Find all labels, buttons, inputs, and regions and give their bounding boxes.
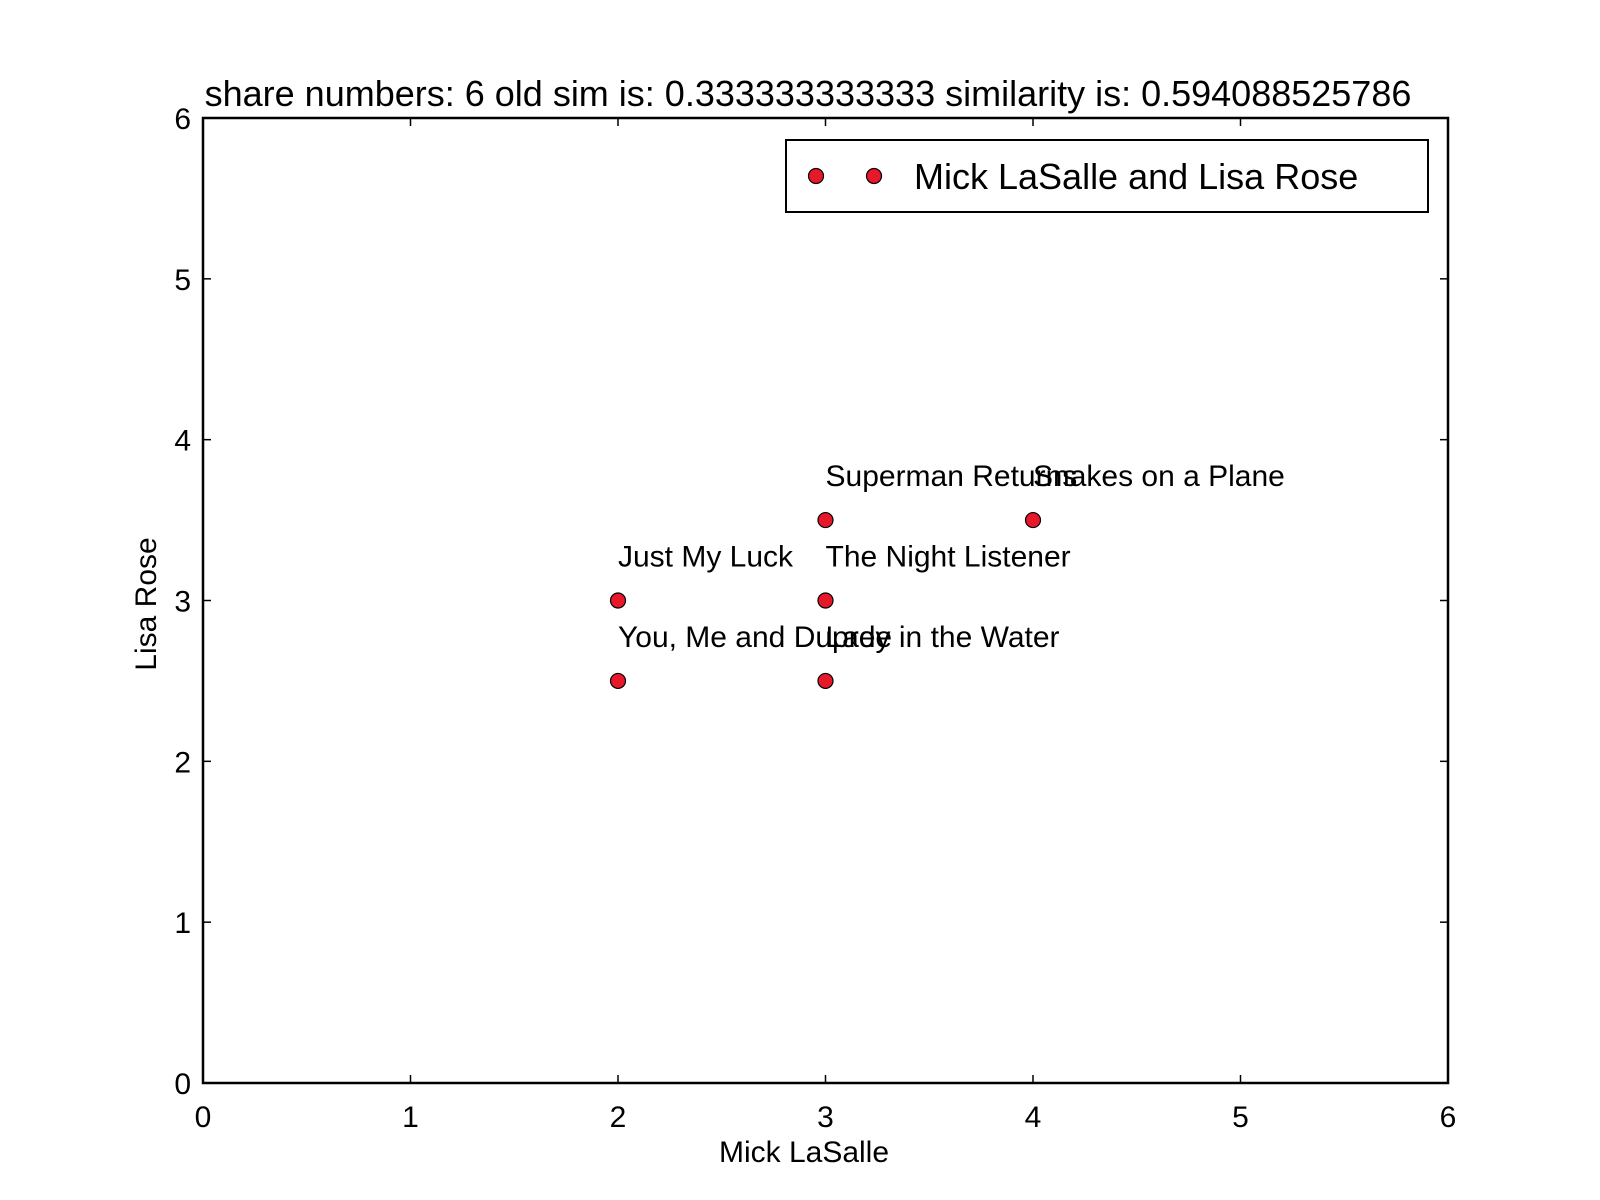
- point-label: Lady in the Water: [826, 621, 1060, 654]
- chart-title: share numbers: 6 old sim is: 0.333333333…: [205, 73, 1412, 114]
- y-tick-label: 5: [174, 264, 191, 297]
- point-label: Superman Returns: [826, 460, 1078, 493]
- data-point: [609, 592, 627, 609]
- y-tick-label: 3: [174, 586, 191, 619]
- data-point: [817, 592, 834, 609]
- x-tick-label: 2: [610, 1101, 627, 1134]
- legend-box: [785, 139, 1429, 213]
- point-label: Just My Luck: [618, 541, 794, 574]
- data-point: [609, 672, 627, 690]
- y-tick-label: 4: [174, 425, 191, 458]
- x-tick-label: 1: [402, 1101, 419, 1134]
- x-tick-label: 4: [1025, 1101, 1042, 1134]
- x-tick-label: 0: [195, 1101, 212, 1134]
- point-label: You, Me and Dupree: [618, 621, 892, 654]
- y-tick-label: 1: [174, 907, 191, 940]
- x-axis-label: Mick LaSalle: [719, 1136, 889, 1169]
- data-point: [1024, 511, 1042, 529]
- y-axis-label: Lisa Rose: [130, 537, 163, 670]
- data-point: [817, 511, 834, 529]
- y-tick-label: 2: [174, 746, 191, 779]
- y-tick-label: 6: [174, 103, 191, 136]
- x-tick-label: 5: [1232, 1101, 1249, 1134]
- legend-marker: [865, 167, 883, 185]
- legend-marker: [807, 167, 825, 185]
- point-label: Snakes on a Plane: [1033, 460, 1285, 493]
- x-tick-label: 6: [1440, 1101, 1457, 1134]
- data-point: [817, 672, 834, 690]
- x-tick-label: 3: [817, 1101, 834, 1134]
- legend-label: Mick LaSalle and Lisa Rose: [914, 156, 1358, 197]
- y-tick-label: 0: [174, 1068, 191, 1101]
- point-label: The Night Listener: [826, 541, 1071, 574]
